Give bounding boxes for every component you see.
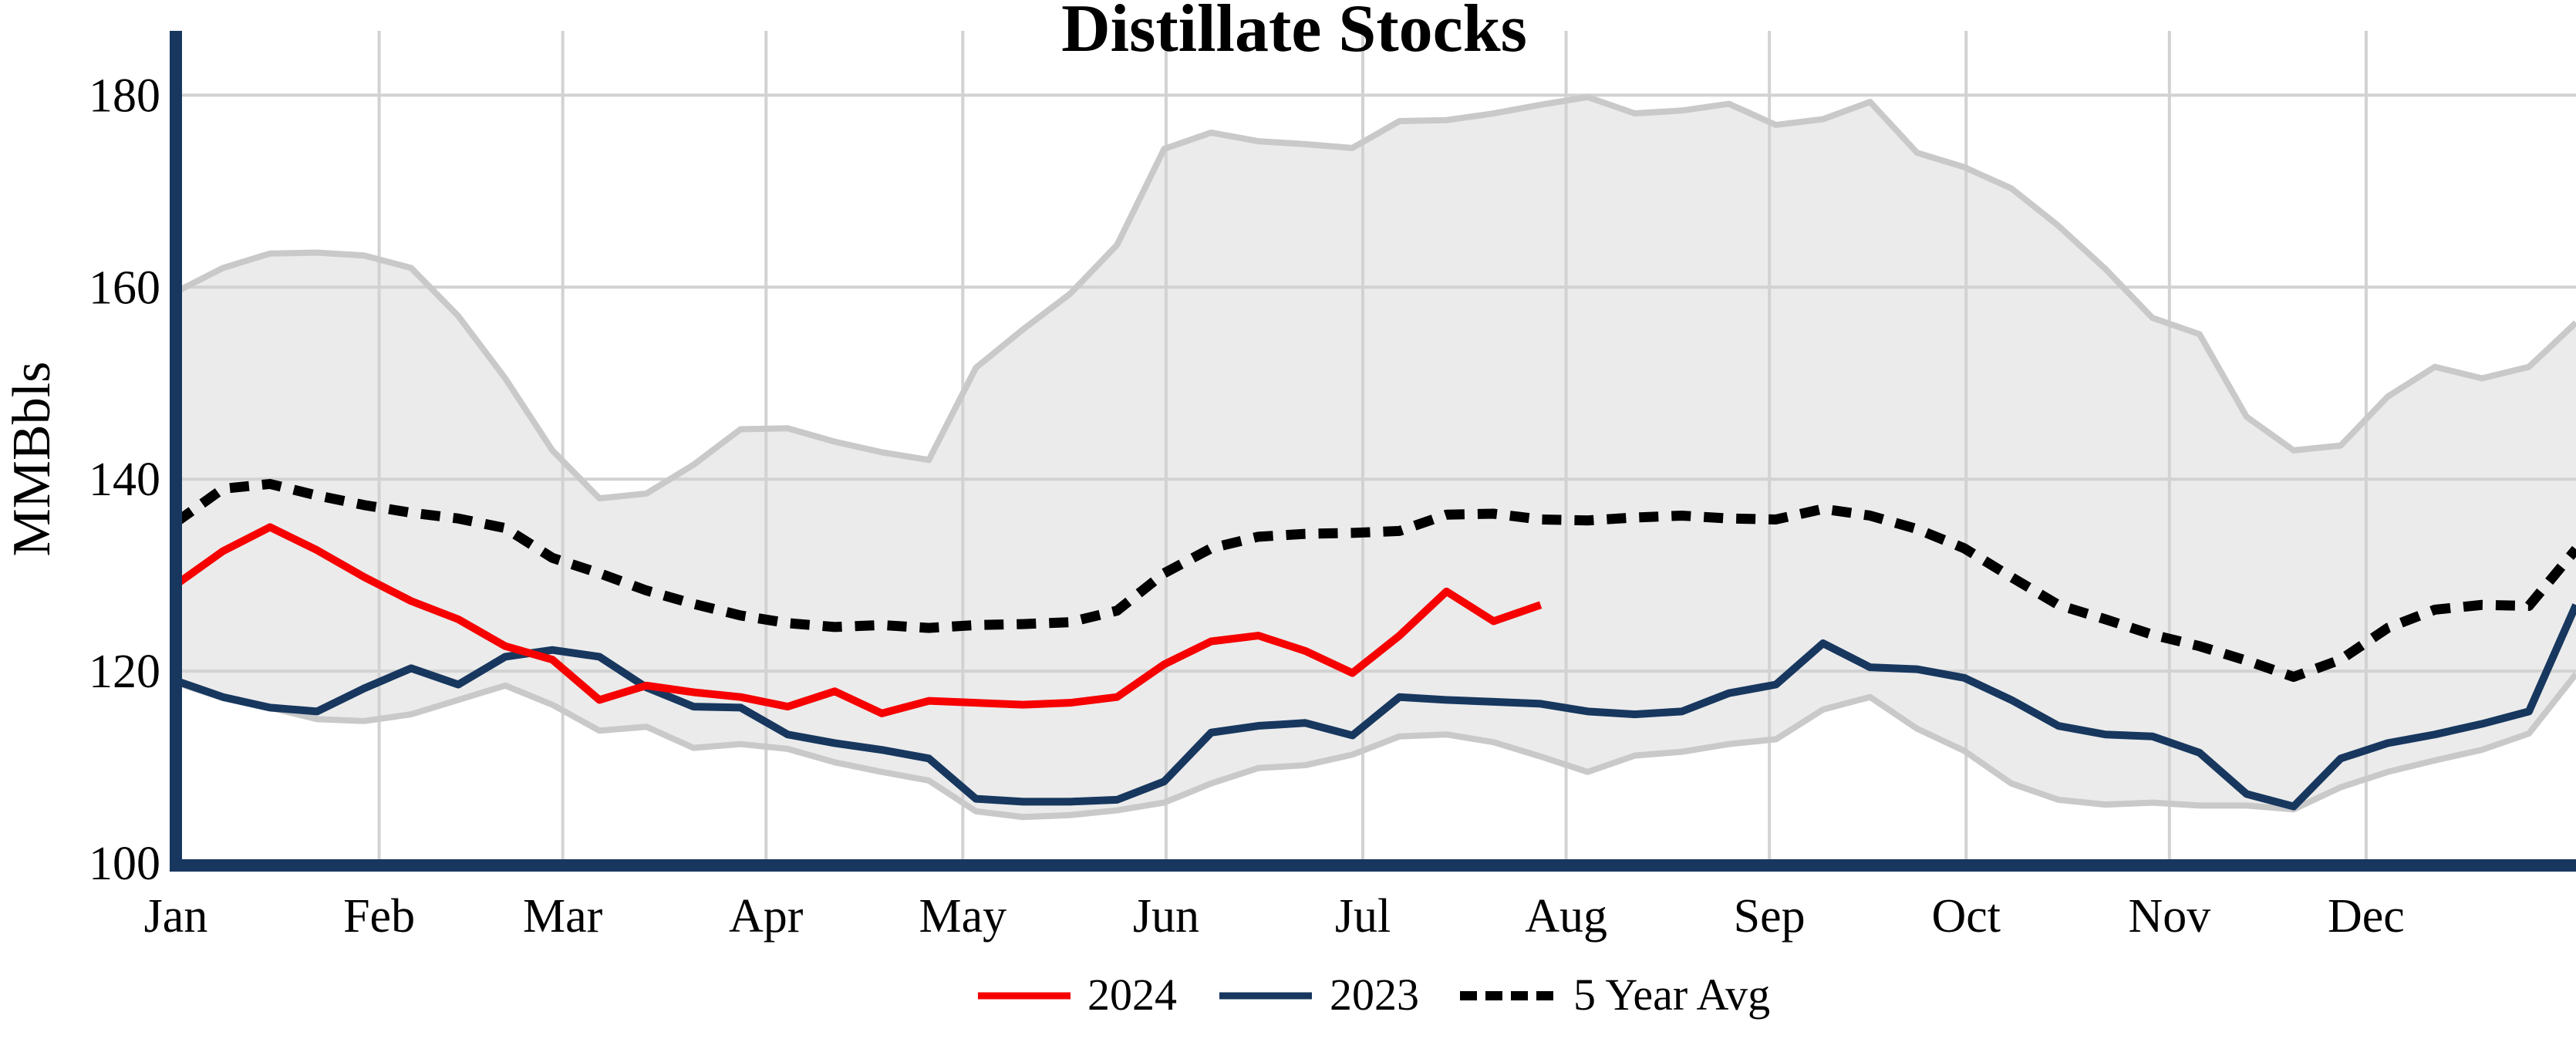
band-outline-max — [174, 93, 2576, 502]
x-month-label-Oct: Oct — [1931, 890, 2001, 943]
x-month-label-Nov: Nov — [2128, 890, 2210, 943]
y-tick-label-120: 120 — [89, 646, 160, 698]
y-tick-label-160: 160 — [89, 261, 160, 314]
x-axis-month-labels: Jan Feb Mar Apr May Jun Jul Aug Sep Oct Nov Dec — [144, 890, 2405, 943]
legend-label-5-year-avg: 5 Year Avg — [1573, 970, 1770, 1020]
x-month-label-Dec: Dec — [2328, 890, 2405, 943]
x-month-label-Mar: Mar — [523, 890, 603, 943]
x-month-label-Apr: Apr — [729, 890, 804, 943]
legend-label-2024: 2024 — [1087, 970, 1177, 1020]
y-tick-label-100: 100 — [89, 838, 160, 890]
legend-label-2023: 2023 — [1330, 970, 1419, 1020]
five-year-range-band — [176, 96, 2576, 818]
series-lines — [173, 478, 2576, 811]
x-month-label-Jul: Jul — [1335, 890, 1391, 943]
y-axis-title: MMBbls — [2, 362, 62, 557]
y-tick-label-180: 180 — [89, 69, 160, 122]
x-month-label-Jun: Jun — [1133, 890, 1199, 943]
band-outline-min — [174, 672, 2576, 821]
chart-title: Distillate Stocks — [1061, 0, 1527, 66]
five-year-range-area — [176, 96, 2576, 818]
x-month-label-May: May — [919, 890, 1006, 943]
series-line-5-year-avg — [173, 478, 2576, 683]
x-month-label-Sep: Sep — [1734, 890, 1806, 943]
series-line-2023 — [174, 603, 2576, 811]
gridlines — [176, 31, 2576, 865]
band-outlines — [174, 93, 2576, 821]
x-month-label-Aug: Aug — [1525, 890, 1607, 943]
axes-spines — [170, 31, 2576, 872]
x-axis-spine — [170, 859, 2576, 872]
y-axis-spine — [170, 31, 182, 872]
y-tick-label-140: 140 — [89, 454, 160, 506]
x-month-label-Jan: Jan — [144, 890, 208, 943]
legend: 2024 2023 5 Year Avg — [978, 970, 1770, 1020]
series-line-2024 — [174, 523, 1543, 717]
y-axis-tick-labels: 100 120 140 160 180 — [89, 69, 160, 890]
x-month-label-Feb: Feb — [343, 890, 415, 943]
